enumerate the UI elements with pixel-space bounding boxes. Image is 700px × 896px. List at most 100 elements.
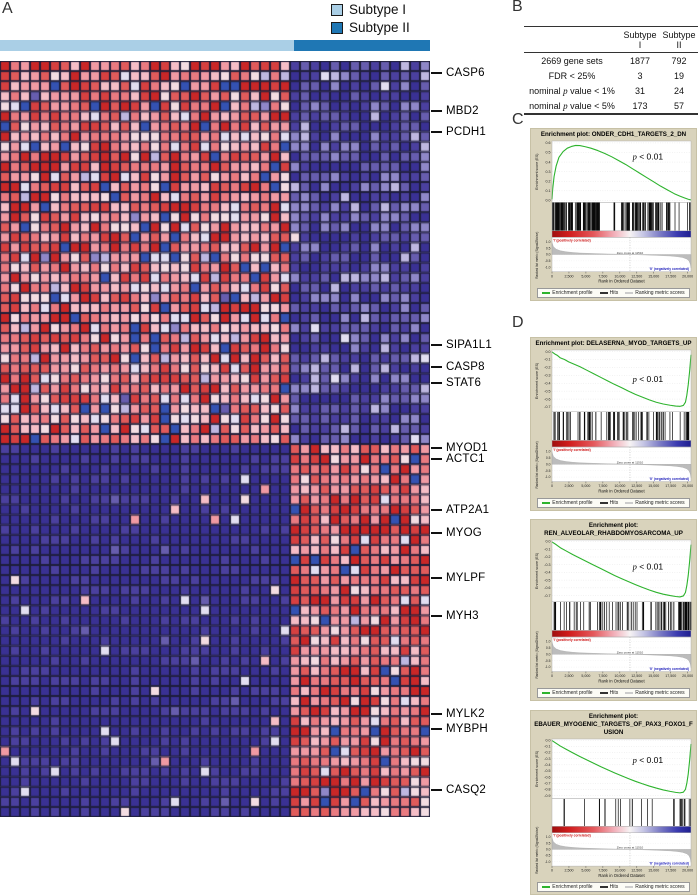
- svg-text:12,500: 12,500: [631, 484, 642, 488]
- panel-c-label: C: [512, 111, 524, 128]
- svg-text:-0.5: -0.5: [545, 469, 551, 473]
- enrichment-score-curve: [551, 351, 692, 407]
- es-axis-label: Enrichment score (ES): [535, 154, 539, 190]
- gene-label-myod1: MYOD1: [431, 442, 488, 454]
- gene-label-actc1: ACTC1: [431, 453, 485, 465]
- zero-cross-label: Zero cross at 11510: [617, 461, 644, 465]
- svg-text:0.1: 0.1: [546, 189, 551, 193]
- gsea-plot-svg: 0.0 -0.1 -0.2 -0.3 -0.4 -0.5 -0.6 -0.7 -0.8 -0.9 1…: [535, 738, 693, 878]
- legend-item-subtype-2: Subtype II: [331, 20, 410, 35]
- gsea-plot-legend: Enrichment profile Hits Ranking metric sco…: [537, 688, 690, 698]
- svg-text:-0.5: -0.5: [544, 769, 550, 773]
- negatively-correlated-label: 'II' (negatively correlated): [650, 862, 690, 866]
- p-value-label: p < 0.01: [632, 755, 664, 765]
- gene-label-myog: MYOG: [431, 527, 482, 539]
- hit-bars: [553, 601, 692, 631]
- svg-text:15,000: 15,000: [648, 274, 659, 278]
- subtype-2-label: Subtype II: [349, 20, 410, 35]
- gsea-legend-item: Enrichment profile: [542, 290, 593, 296]
- svg-text:-0.9: -0.9: [544, 794, 550, 798]
- svg-text:5,000: 5,000: [581, 869, 590, 873]
- svg-text:-0.4: -0.4: [544, 571, 550, 575]
- legend-line-swatch: [599, 692, 608, 694]
- gsea-plot-legend: Enrichment profile Hits Ranking metric sco…: [537, 288, 690, 298]
- metric-axis-label: Ranked list metric (Signal2Noise): [535, 441, 539, 488]
- zero-cross-label: Zero cross at 11510: [617, 846, 644, 850]
- metric-axis-label: Ranked list metric (Signal2Noise): [535, 631, 539, 678]
- svg-text:-0.2: -0.2: [544, 555, 550, 559]
- svg-text:20,000: 20,000: [682, 484, 693, 488]
- svg-text:-0.5: -0.5: [544, 389, 550, 393]
- gsea-plot-title: Enrichment plot: ONDER_CDH1_TARGETS_2_DN: [540, 131, 687, 138]
- gene-label-casp8: CASP8: [431, 361, 485, 373]
- table-header-subtype-1: Subtype I: [620, 26, 660, 53]
- gsea-plot-svg: 0.0 -0.1 -0.2 -0.3 -0.4 -0.5 -0.6 -0.7 1.0 0.5 0.0…: [535, 349, 693, 494]
- svg-text:-0.5: -0.5: [544, 578, 550, 582]
- phenotype-colorbar: [552, 230, 691, 238]
- panel-a-label: A: [2, 0, 13, 17]
- gene-name: SIPA1L1: [446, 339, 492, 351]
- gene-label-mybph: MYBPH: [431, 723, 488, 735]
- enrichment-plot-onder-cdh1-targets: Enrichment plot: ONDER_CDH1_TARGETS_2_DN…: [530, 128, 697, 301]
- svg-text:0.6: 0.6: [546, 141, 551, 145]
- gene-tick-mark: [431, 382, 442, 384]
- value-subtype-1: 3: [637, 70, 643, 81]
- panel-b-label: B: [512, 0, 523, 15]
- svg-text:-0.5: -0.5: [545, 259, 551, 263]
- gene-name: MYOD1: [446, 442, 488, 454]
- gene-tick-mark: [431, 131, 442, 133]
- plot-background: [552, 540, 691, 672]
- svg-text:1.0: 1.0: [546, 835, 551, 839]
- legend-item-label: Hits: [609, 884, 619, 890]
- gene-name: MYLK2: [446, 708, 485, 720]
- legend-line-swatch: [542, 692, 551, 694]
- svg-text:-0.5: -0.5: [545, 854, 551, 858]
- legend-line-swatch: [599, 502, 608, 504]
- svg-text:-0.7: -0.7: [544, 781, 550, 785]
- legend-line-swatch: [599, 292, 608, 294]
- plot-background: [552, 350, 691, 482]
- gene-tick-mark: [431, 532, 442, 534]
- legend-item-label: Enrichment profile: [552, 290, 593, 296]
- legend-item-label: Hits: [609, 290, 619, 296]
- gene-tick-mark: [431, 458, 442, 460]
- gsea-plot-svg: 0.6 0.5 0.4 0.3 0.2 0.1 0.0 1.0 0.5 0.0 -0.5 -1.0 p …: [535, 140, 693, 284]
- value-subtype-2: 24: [673, 85, 684, 96]
- svg-text:10,000: 10,000: [614, 274, 625, 278]
- svg-text:0.0: 0.0: [546, 462, 551, 466]
- panel-d-label: D: [512, 314, 524, 331]
- legend-item-label: Enrichment profile: [552, 500, 593, 506]
- gene-name: MYH3: [446, 610, 479, 622]
- gsea-plot-title: Enrichment plot: EBAUER_MYOGENIC_TARGETS…: [534, 713, 693, 736]
- legend-item-label: Enrichment profile: [552, 690, 593, 696]
- legend-line-swatch: [625, 502, 634, 504]
- x-axis-label: Rank in Ordered Dataset: [598, 279, 645, 284]
- gsea-legend-item: Hits: [599, 884, 619, 890]
- gsea-plot-svg: 0.0 -0.1 -0.2 -0.3 -0.4 -0.5 -0.6 -0.7 1.0 0.5 0.0…: [535, 540, 693, 684]
- svg-text:-0.1: -0.1: [544, 358, 550, 362]
- metric-axis-label: Ranked list metric (Signal2Noise): [535, 827, 539, 874]
- gsea-legend-item: Ranking metric scores: [625, 500, 685, 506]
- svg-text:17,500: 17,500: [665, 484, 676, 488]
- gene-name: CASQ2: [446, 784, 486, 796]
- x-axis-label: Rank in Ordered Dataset: [598, 679, 645, 684]
- gene-tick-mark: [431, 615, 442, 617]
- svg-text:-1.0: -1.0: [545, 265, 551, 269]
- gene-label-sipa1l1: SIPA1L1: [431, 339, 492, 351]
- svg-text:2,500: 2,500: [564, 484, 573, 488]
- gene-name: STAT6: [446, 377, 482, 389]
- svg-text:0.0: 0.0: [546, 350, 551, 354]
- positively-correlated-label: 'I' (positively correlated): [553, 238, 591, 242]
- phenotype-colorbar: [552, 440, 691, 448]
- svg-text:12,500: 12,500: [631, 274, 642, 278]
- phenotype-colorbar: [552, 826, 691, 833]
- ranked-metric-area: [551, 837, 692, 863]
- table-header-subtype-2: Subtype II: [660, 26, 698, 53]
- enrichment-score-curve: [551, 144, 692, 201]
- legend-line-swatch: [625, 886, 634, 888]
- legend-item-label: Hits: [609, 690, 619, 696]
- gene-tick-mark: [431, 72, 442, 74]
- plot-background: [552, 739, 691, 867]
- gene-name: MBD2: [446, 105, 479, 117]
- svg-text:-0.3: -0.3: [544, 757, 550, 761]
